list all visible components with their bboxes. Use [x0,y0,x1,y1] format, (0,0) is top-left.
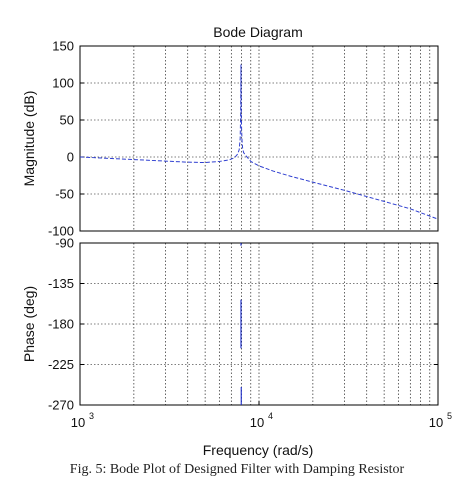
phase-grid [80,243,438,405]
phase-y-axis-label: Phase (deg) [21,286,37,362]
y-tick-label: -90 [55,236,74,251]
x-tick-label: 10 [71,415,85,430]
x-tick-exponent: 3 [89,411,94,421]
y-tick-label: 50 [60,113,74,128]
y-tick-label: -100 [48,224,74,239]
x-tick-label: 10 [429,415,443,430]
figure-caption: Fig. 5: Bode Plot of Designed Filter wit… [69,462,405,477]
y-tick-label: -180 [48,317,74,332]
y-tick-label: -50 [55,187,74,202]
phase-y-ticks: -90 -135 -180 -225 -270 [48,236,438,413]
x-axis-ticks: 10 3 10 4 10 5 [71,401,452,430]
x-tick-label: 10 [250,415,264,430]
phase-panel: -90 -135 -180 -225 -270 Phase (deg) [21,236,439,413]
y-tick-label: -225 [48,357,74,372]
y-tick-label: -135 [48,276,74,291]
magnitude-panel: 150 100 50 0 -50 -100 Magnitude (dB) [21,39,439,239]
y-tick-label: -270 [48,398,74,413]
magnitude-series-line [79,64,439,220]
chart-title: Bode Diagram [213,24,303,40]
x-tick-exponent: 4 [268,411,273,421]
y-tick-label: 150 [52,39,74,54]
magnitude-y-axis-label: Magnitude (dB) [21,91,37,187]
magnitude-y-ticks: 150 100 50 0 -50 -100 [48,39,438,239]
x-tick-exponent: 5 [447,411,452,421]
y-tick-label: 100 [52,76,74,91]
magnitude-grid [80,46,438,231]
x-axis-label: Frequency (rad/s) [203,442,313,458]
y-tick-label: 0 [67,150,74,165]
